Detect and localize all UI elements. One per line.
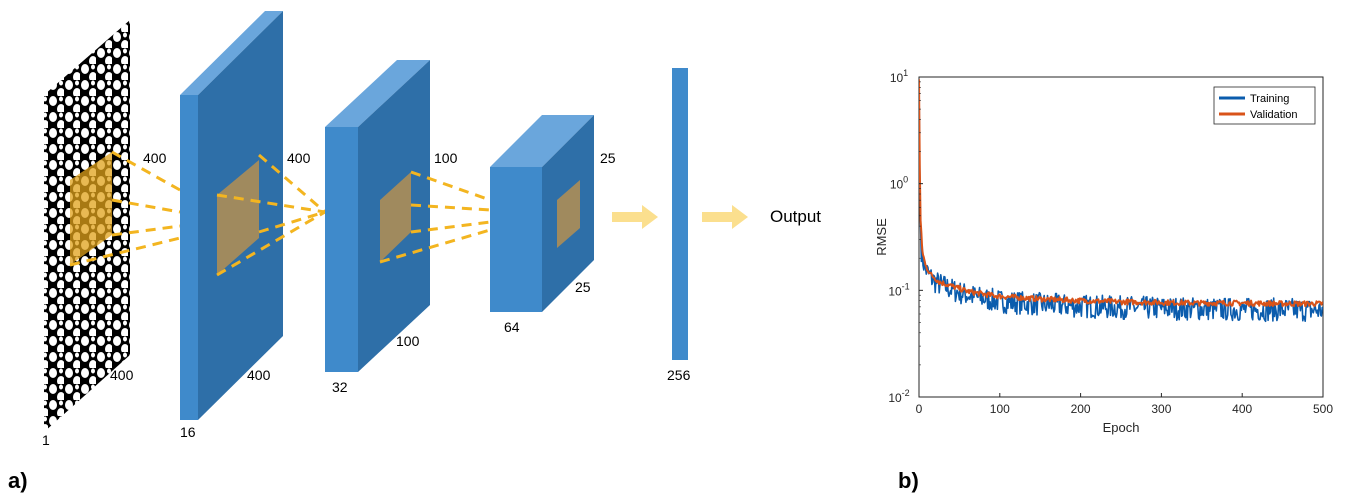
rmse-chart: 0 100 200 300 400 500 10-2 10-1 100 101 Training … [874, 68, 1333, 493]
series-line-validation [919, 79, 1323, 308]
input-channels-label: 1 [42, 432, 50, 448]
panel-b-label: b) [898, 468, 919, 493]
conv-layer-1-top [180, 11, 283, 95]
series-line-training [919, 81, 1323, 323]
y-tick-label: 10-2 [888, 388, 909, 405]
input-width-label: 400 [110, 367, 134, 383]
conv-layer-2-filter [380, 172, 411, 262]
y-tick-label: 101 [890, 68, 908, 85]
legend-label-validation: Validation [1250, 109, 1298, 121]
x-tick-label: 100 [990, 402, 1010, 416]
plot-area [918, 76, 1324, 398]
layer-2-height-label: 100 [434, 150, 458, 166]
legend-box [1213, 86, 1316, 125]
projection-lines-3 [379, 170, 491, 264]
x-tick-label: 200 [1071, 402, 1091, 416]
conv-layer-3-top [490, 115, 594, 167]
y-tick-label: 100 [890, 175, 908, 192]
conv-layer-1-filter [217, 160, 259, 275]
conv-layer-2-front [325, 127, 358, 372]
conv-layer-3 [490, 115, 594, 312]
conv-layer-3-filter [557, 180, 580, 248]
cnn-architecture-diagram: 400 400 1 400 400 16 100 100 32 25 25 64… [8, 11, 821, 493]
layer-3-height-label: 25 [600, 150, 616, 166]
tick-layer: 0 100 200 300 400 500 10-2 10-1 100 101 [888, 68, 1333, 416]
conv-layer-2-top [325, 60, 430, 127]
layer-2-filters-label: 32 [332, 379, 348, 395]
x-tick-label: 400 [1232, 402, 1252, 416]
arrow-to-output [702, 205, 748, 229]
projection-lines-1 [69, 150, 181, 267]
layer-1-height-label: 400 [287, 150, 311, 166]
dense-layer [672, 68, 688, 360]
x-tick-label: 0 [916, 402, 923, 416]
conv-layer-2 [325, 60, 430, 372]
projection-lines-2 [216, 153, 326, 277]
conv-layer-3-front [490, 167, 542, 312]
arrow-to-dense [612, 205, 658, 229]
conv-layer-1-front [180, 95, 198, 420]
output-label: Output [770, 207, 821, 226]
y-tick-label: 10-1 [888, 281, 909, 298]
layer-1-width-label: 400 [247, 367, 271, 383]
x-axis-label: Epoch [1103, 420, 1140, 435]
layer-1-filters-label: 16 [180, 424, 196, 440]
layer-3-filters-label: 64 [504, 319, 520, 335]
layer-2-width-label: 100 [396, 333, 420, 349]
conv-layer-1 [180, 11, 283, 420]
series-layer [919, 79, 1323, 323]
layer-3-width-label: 25 [575, 279, 591, 295]
legend-label-training: Training [1250, 93, 1289, 105]
input-receptive-field [70, 152, 112, 265]
y-axis-label: RMSE [874, 218, 889, 256]
legend: Training Validation [1213, 86, 1316, 125]
panel-a-label: a) [8, 468, 28, 493]
x-tick-label: 500 [1313, 402, 1333, 416]
input-height-label: 400 [143, 150, 167, 166]
dense-units-label: 256 [667, 367, 691, 383]
x-tick-label: 300 [1151, 402, 1171, 416]
